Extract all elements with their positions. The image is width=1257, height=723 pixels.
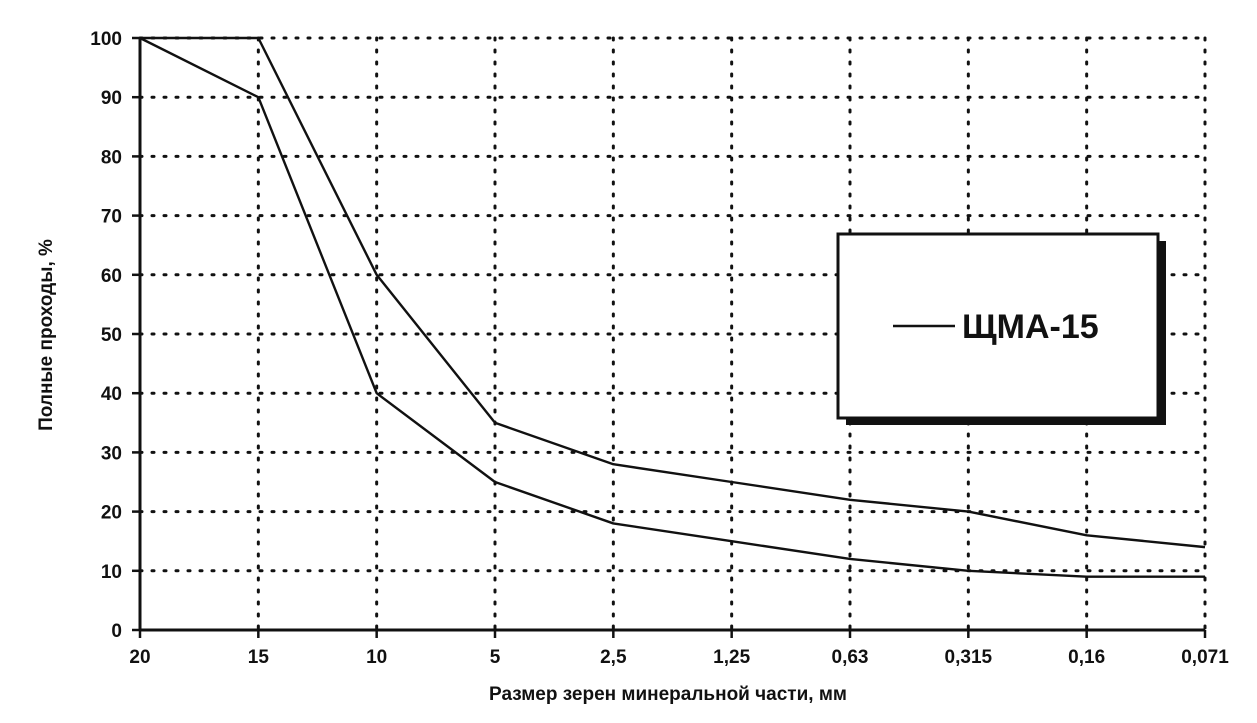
y-tick-label: 60 bbox=[101, 266, 122, 287]
legend: ЩМА-15 bbox=[836, 232, 1166, 425]
y-axis-title: Полные проходы, % bbox=[36, 239, 57, 431]
x-tick-label: 15 bbox=[248, 647, 270, 668]
y-tick-label: 30 bbox=[101, 443, 122, 464]
axes bbox=[132, 36, 1207, 638]
x-tick-label: 2,5 bbox=[600, 647, 627, 668]
series-line-upper bbox=[140, 36, 1206, 549]
y-tick-label: 90 bbox=[101, 88, 122, 109]
legend-entry-label: ЩМА-15 bbox=[962, 308, 1099, 346]
x-tick-label: 1,25 bbox=[713, 647, 750, 668]
series bbox=[139, 36, 1206, 578]
x-tick-label: 20 bbox=[129, 647, 150, 668]
x-axis-title: Размер зерен минеральной части, мм bbox=[489, 684, 847, 705]
tick-labels: 0 10 20 30 40 50 60 70 80 90 100 20 15 10 5 2,5 1,25 0,63… bbox=[90, 29, 1229, 668]
x-tick-label: 0,16 bbox=[1068, 647, 1105, 668]
series-line-lower bbox=[139, 36, 1205, 578]
y-tick-label: 10 bbox=[101, 562, 122, 583]
y-tick-label: 70 bbox=[101, 207, 122, 228]
y-tick-label: 50 bbox=[101, 325, 122, 346]
y-tick-label: 100 bbox=[90, 29, 122, 50]
x-tick-label: 0,071 bbox=[1181, 647, 1229, 668]
x-tick-label: 0,315 bbox=[945, 647, 993, 668]
legend-box bbox=[836, 232, 1160, 420]
x-tick-label: 10 bbox=[366, 647, 387, 668]
y-tick-label: 80 bbox=[101, 147, 122, 168]
x-tick-label: 5 bbox=[490, 647, 501, 668]
y-tick-label: 0 bbox=[111, 621, 122, 642]
y-tick-label: 40 bbox=[101, 384, 122, 405]
x-tick-label: 0,63 bbox=[832, 647, 869, 668]
y-tick-label: 20 bbox=[101, 503, 122, 524]
